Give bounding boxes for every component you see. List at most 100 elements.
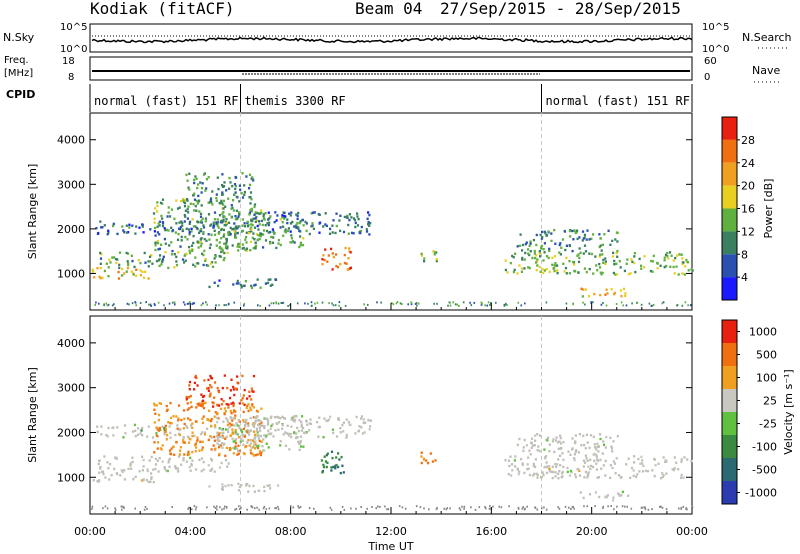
echo-cell	[153, 451, 156, 454]
echo-cell	[184, 215, 187, 218]
echo-cell	[559, 442, 563, 445]
echo-cell	[509, 455, 512, 458]
freq-tick-top: 18	[62, 56, 75, 67]
echo-cell	[654, 464, 657, 467]
echo-cell	[258, 212, 261, 216]
echo-cell	[354, 225, 357, 229]
echo-cell	[218, 452, 221, 456]
echo-cell	[552, 267, 555, 270]
echo-cell	[276, 214, 279, 217]
echo-cell	[178, 433, 182, 437]
echo-cell	[574, 434, 577, 437]
echo-cell	[168, 457, 171, 461]
echo-cell	[252, 454, 255, 457]
echo-cell	[204, 189, 207, 192]
echo-cell	[186, 426, 189, 429]
echo-cell	[672, 468, 675, 472]
echo-cell	[339, 427, 342, 430]
echo-cell	[595, 264, 598, 267]
echo-cell	[186, 302, 189, 305]
echo-cell	[106, 435, 109, 438]
echo-cell	[277, 508, 280, 511]
echo-cell	[492, 505, 494, 508]
echo-cell	[243, 304, 245, 307]
echo-cell	[429, 452, 432, 455]
echo-cell	[246, 441, 249, 444]
echo-cell	[153, 421, 156, 424]
echo-cell	[568, 272, 571, 275]
echo-cell	[250, 228, 253, 231]
echo-cell	[149, 480, 152, 483]
echo-cell	[554, 262, 557, 265]
echo-cell	[644, 469, 647, 473]
echo-cell	[96, 267, 99, 270]
echo-cell	[686, 261, 689, 264]
colorbar-swatch	[722, 139, 737, 163]
echo-cell	[260, 407, 263, 410]
echo-cell	[125, 270, 128, 273]
echo-cell	[604, 293, 607, 296]
colorbar-frame	[721, 319, 738, 505]
echo-cell	[286, 218, 289, 221]
echo-cell	[186, 408, 189, 411]
echo-cell	[194, 442, 197, 446]
echo-cell	[310, 305, 313, 307]
echo-cell	[665, 472, 668, 475]
echo-cell	[547, 256, 550, 260]
echo-cell	[232, 409, 236, 412]
echo-cell	[188, 251, 192, 255]
echo-cell	[216, 222, 219, 226]
echo-cell	[681, 262, 684, 266]
echo-cell	[178, 453, 181, 456]
echo-cell	[112, 222, 115, 226]
echo-cell	[354, 432, 357, 435]
echo-cell	[120, 469, 123, 472]
colorbar-swatch	[722, 320, 737, 343]
echo-cell	[213, 415, 216, 418]
echo-cell	[173, 453, 176, 456]
echo-cell	[210, 448, 213, 451]
echo-cell	[588, 493, 592, 496]
echo-cell	[244, 420, 247, 423]
echo-cell	[258, 439, 261, 443]
echo-cell	[197, 262, 200, 265]
echo-cell	[154, 226, 157, 230]
echo-cell	[176, 238, 180, 241]
echo-cell	[284, 231, 288, 234]
echo-cell	[221, 212, 224, 215]
echo-cell	[183, 199, 186, 202]
y-tick-label: 3000	[57, 382, 85, 395]
echo-cell	[519, 233, 522, 236]
echo-cell	[541, 268, 544, 271]
echo-cell	[246, 397, 249, 400]
echo-cell	[414, 302, 417, 305]
echo-cell	[229, 389, 232, 392]
echo-cell	[216, 218, 219, 221]
echo-cell	[237, 225, 240, 228]
echo-cell	[256, 410, 259, 413]
echo-cell	[286, 424, 289, 427]
echo-cell	[643, 266, 646, 269]
echo-cell	[687, 304, 689, 307]
echo-cell	[94, 303, 96, 306]
echo-cell	[176, 467, 179, 470]
echo-cell	[135, 304, 137, 307]
echo-cell	[183, 213, 186, 217]
echo-cell	[423, 260, 426, 263]
echo-cell	[234, 191, 237, 194]
echo-cell	[188, 407, 191, 410]
echo-cell	[320, 459, 323, 462]
echo-cell	[367, 223, 370, 226]
echo-cell	[576, 229, 579, 232]
echo-cell	[153, 408, 156, 411]
echo-cell	[626, 258, 629, 261]
echo-cell	[250, 446, 253, 449]
echo-cell	[236, 433, 239, 436]
echo-cell	[178, 221, 181, 224]
echo-cell	[242, 427, 245, 431]
echo-cell	[191, 431, 194, 434]
echo-cell	[203, 394, 206, 398]
echo-cell	[557, 506, 559, 509]
echo-cell	[203, 237, 206, 241]
echo-cell	[145, 478, 148, 482]
